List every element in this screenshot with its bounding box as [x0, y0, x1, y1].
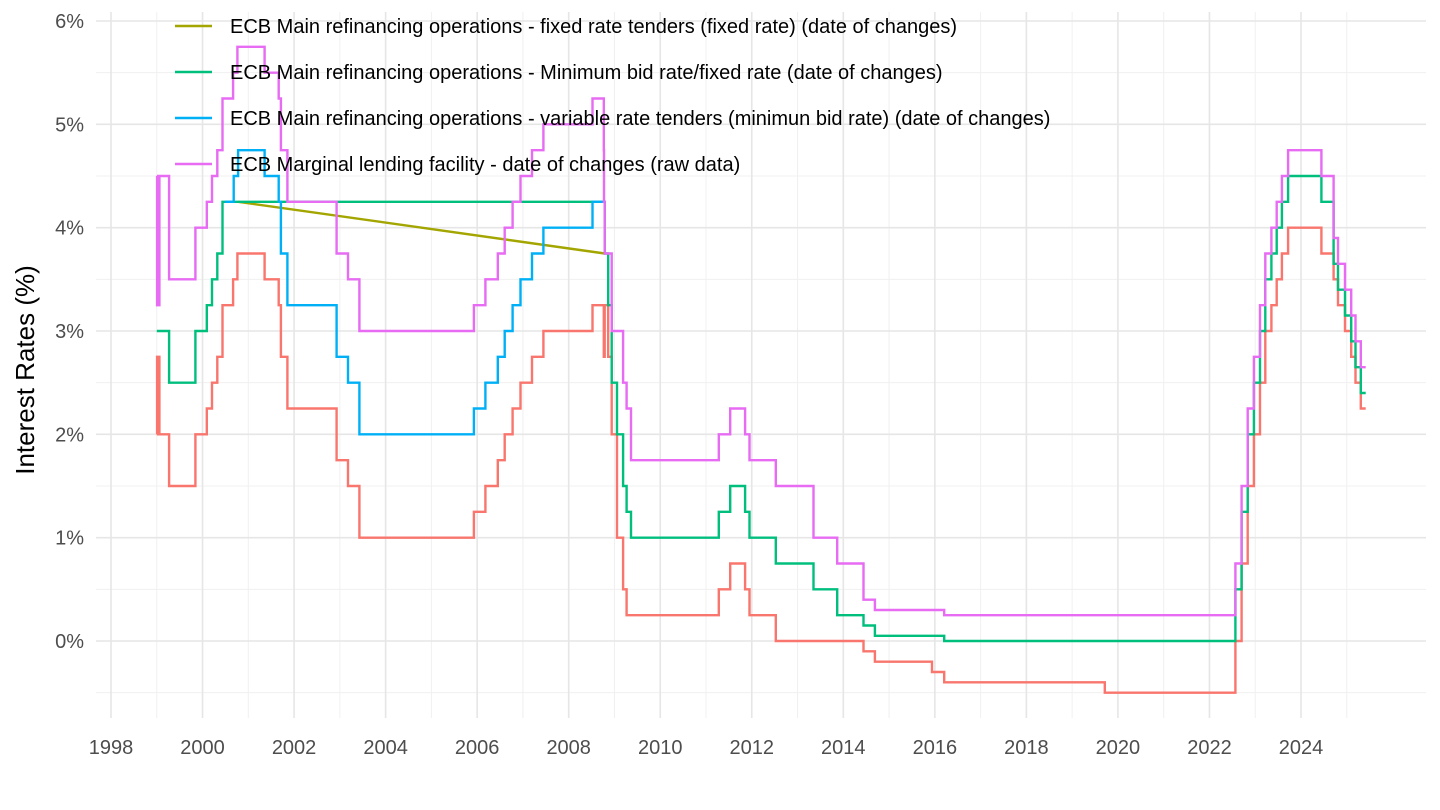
x-tick-label: 2008	[546, 737, 591, 759]
x-tick-label: 2014	[821, 737, 866, 759]
y-tick-label: 3%	[55, 321, 84, 343]
x-tick-label: 2002	[272, 737, 317, 759]
series-line-4	[155, 45, 1366, 617]
x-tick-label: 2004	[363, 737, 408, 759]
x-tick-label: 2000	[180, 737, 225, 759]
x-tick-label: 2020	[1096, 737, 1141, 759]
x-axis-ticks: 1998 2000 2002 2004 2006 2008 2010 2012 2014 2016…	[89, 737, 1324, 759]
x-tick-label: 2012	[730, 737, 775, 759]
x-tick-label: 1998	[89, 737, 134, 759]
x-tick-label: 2022	[1187, 737, 1232, 759]
y-tick-label: 2%	[55, 424, 84, 446]
y-tick-label: 4%	[55, 218, 84, 240]
y-tick-label: 1%	[55, 528, 84, 550]
minor-gridlines	[96, 12, 1426, 718]
y-axis-title: Interest Rates (%)	[10, 265, 40, 475]
series-line-3	[224, 149, 605, 436]
series-line-2	[156, 174, 1366, 643]
legend-label-4: ECB Marginal lending facility - date of …	[230, 154, 740, 176]
series-lines	[155, 45, 1366, 694]
y-axis-ticks: 0% 1% 2% 3% 4% 5% 6%	[55, 11, 84, 653]
x-tick-label: 2016	[913, 737, 958, 759]
x-tick-label: 2018	[1004, 737, 1049, 759]
x-tick-label: 2024	[1279, 737, 1324, 759]
x-tick-label: 2010	[638, 737, 683, 759]
legend-label-1: ECB Main refinancing operations - fixed …	[230, 16, 957, 38]
x-tick-label: 2006	[455, 737, 500, 759]
y-tick-label: 0%	[55, 631, 84, 653]
series-line-0	[155, 226, 1366, 694]
legend-label-2: ECB Main refinancing operations - Minimu…	[230, 62, 943, 84]
legend-label-3: ECB Main refinancing operations - variab…	[230, 108, 1050, 130]
y-tick-label: 6%	[55, 11, 84, 33]
legend: ECB Main refinancing operations - fixed …	[175, 16, 1050, 176]
y-tick-label: 5%	[55, 114, 84, 136]
